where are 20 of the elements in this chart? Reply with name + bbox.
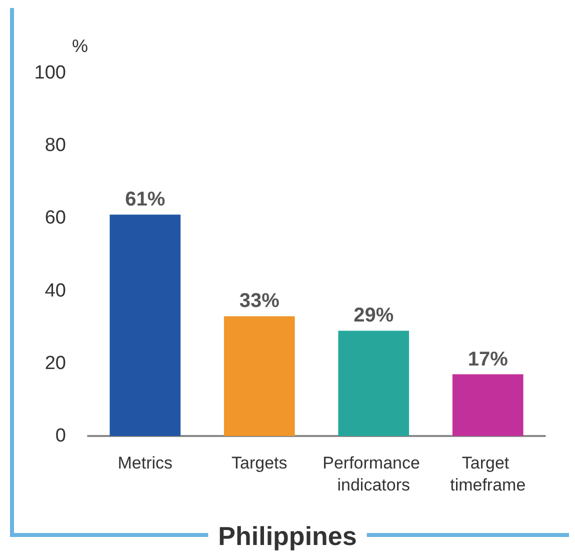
x-tick-label: Performance indicators bbox=[322, 454, 425, 494]
bar bbox=[110, 214, 181, 436]
bar bbox=[224, 316, 295, 436]
data-label: 33% bbox=[239, 290, 280, 312]
x-tick-label: Metrics bbox=[118, 454, 173, 472]
y-tick-label: 60 bbox=[44, 208, 66, 229]
y-tick-label: 0 bbox=[55, 426, 66, 446]
y-tick-label: 20 bbox=[44, 352, 66, 374]
y-axis-title: % bbox=[72, 36, 88, 56]
x-tick-label: Target timeframe bbox=[450, 454, 526, 494]
data-label: 29% bbox=[354, 304, 394, 327]
y-tick-label: 80 bbox=[44, 135, 66, 156]
data-label: 61% bbox=[125, 188, 166, 211]
x-tick-label: Targets bbox=[232, 454, 288, 472]
y-tick-label: 40 bbox=[44, 280, 66, 302]
y-tick-label: 100 bbox=[34, 62, 66, 84]
text: Philippines bbox=[218, 521, 357, 551]
data-label: 17% bbox=[468, 348, 508, 370]
bar bbox=[452, 374, 524, 436]
bar bbox=[338, 330, 410, 436]
